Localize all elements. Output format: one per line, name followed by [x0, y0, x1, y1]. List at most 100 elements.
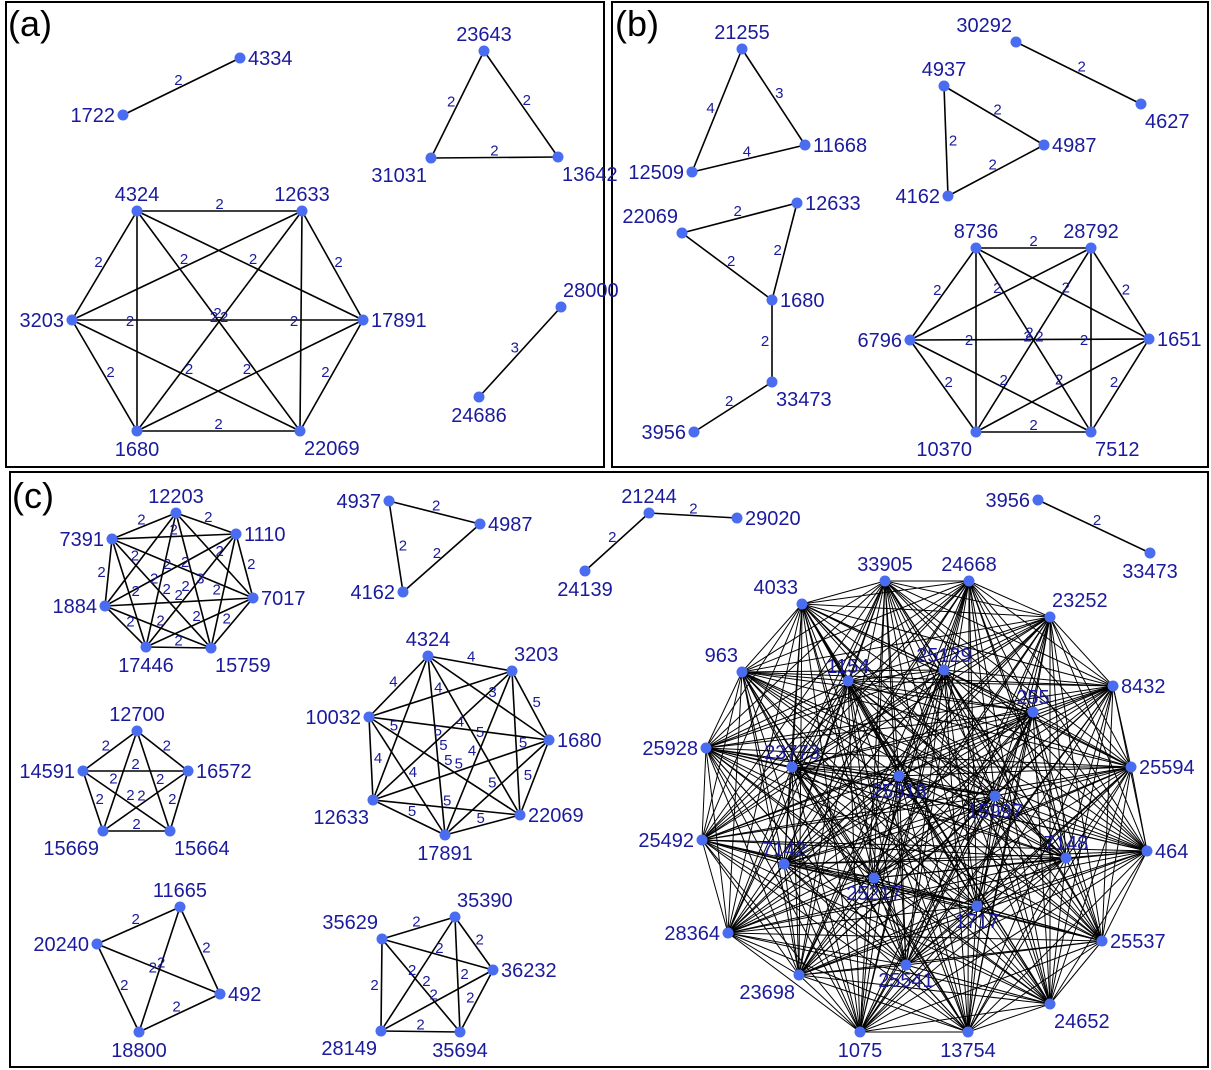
- node-c-12633: [367, 794, 379, 806]
- node-label-c-15759: 15759: [215, 655, 271, 677]
- node-label-c-23773: 23773: [764, 742, 820, 764]
- edge-c-25594-963: [741, 671, 1132, 768]
- edge-c-1717-7142: [783, 863, 978, 907]
- edge-c-4033-25492: [701, 603, 803, 841]
- edge-c-28364-15997: [727, 795, 996, 934]
- node-label-c-4987: 4987: [488, 514, 533, 536]
- edge-weight-label: 2: [429, 986, 437, 1003]
- edge-weight-label: 2: [220, 309, 228, 326]
- node-label-c-7391: 7391: [60, 529, 105, 551]
- edge-a-12633-1680: [136, 210, 303, 432]
- edge-c-12700-15664: [136, 730, 171, 832]
- edge-c-28364-25217: [727, 877, 875, 934]
- edge-c-17891-10032: [368, 716, 446, 836]
- edge-c-464-24652: [1049, 850, 1148, 1005]
- edge-c-25492-23773: [701, 766, 793, 841]
- edge-c-25492-25928: [701, 747, 707, 841]
- edge-c-25537-1154: [847, 680, 1103, 942]
- edge-weight-label: 2: [174, 633, 182, 650]
- edge-weight-label: 2: [1029, 417, 1037, 434]
- node-label-a-4334: 4334: [248, 48, 293, 70]
- edge-weight-label: 2: [131, 756, 139, 773]
- node-b-4987: [1038, 139, 1050, 151]
- node-c-23252: [1044, 611, 1056, 623]
- edge-c-12700-16572: [136, 730, 189, 772]
- panel-label-b: (b): [615, 3, 659, 44]
- node-c-25129: [938, 664, 950, 676]
- node-label-c-1154: 1154: [826, 656, 869, 678]
- edge-a-1722-4334: [122, 57, 241, 116]
- edge-c-1075-15997: [859, 795, 996, 1033]
- edge-c-25594-25492: [701, 766, 1132, 841]
- edge-b-33473-3956: [693, 381, 773, 433]
- edge-c-22069-12633: [372, 799, 521, 816]
- edge-weight-label: 5: [532, 694, 540, 711]
- node-c-12700: [131, 725, 143, 737]
- edge-c-1717-25318: [898, 775, 978, 907]
- edge-weight-label: 2: [170, 522, 178, 539]
- edge-weight-label: 3: [196, 571, 204, 588]
- node-a-4334: [234, 52, 246, 64]
- edge-a-17891-22069: [299, 319, 364, 432]
- edge-c-25492-25129: [701, 669, 945, 841]
- edge-weight-label: 2: [999, 372, 1007, 389]
- edge-weight-label: 4: [389, 674, 397, 691]
- node-label-b-1651: 1651: [1157, 329, 1202, 351]
- edge-weight-label: 2: [213, 305, 221, 322]
- edge-b-22069-12633: [681, 202, 798, 234]
- edge-c-33905-255: [884, 580, 1034, 713]
- edge-c-255-1717: [976, 711, 1034, 907]
- node-c-15759: [205, 642, 217, 654]
- node-label-c-3956: 3956: [986, 490, 1031, 512]
- edge-b-1651-7512: [1090, 338, 1150, 433]
- edge-c-464-13754: [967, 850, 1148, 1033]
- edge-a-4324-17891: [136, 210, 364, 321]
- edge-c-24652-7142: [783, 863, 1051, 1005]
- edge-c-33905-25594: [884, 580, 1132, 768]
- edge-c-23252-25541: [905, 616, 1051, 966]
- edge-c-25928-23773: [705, 747, 793, 768]
- edge-c-17891-12633: [372, 799, 446, 836]
- edge-c-963-23773: [741, 671, 793, 768]
- edge-c-23698-7142: [783, 863, 800, 976]
- edge-c-25492-1154: [701, 680, 849, 841]
- edge-c-963-25541: [741, 671, 907, 966]
- node-c-4324: [422, 650, 434, 662]
- node-label-a-3203: 3203: [20, 310, 65, 332]
- edge-weight-label: 3: [511, 339, 519, 356]
- node-b-12509: [686, 166, 698, 178]
- node-label-c-29020: 29020: [745, 508, 801, 530]
- edge-a-4324-3203: [71, 210, 138, 321]
- node-label-a-22069: 22069: [304, 438, 360, 460]
- edge-c-25129-25318: [898, 669, 945, 777]
- edge-c-7142-25217: [783, 863, 875, 879]
- edge-c-25594-255: [1032, 711, 1132, 768]
- edge-c-25492-963: [701, 671, 743, 841]
- node-label-c-22069: 22069: [528, 805, 584, 827]
- edge-c-12203-7391: [111, 512, 177, 540]
- edge-c-464-25537: [1101, 850, 1148, 942]
- edge-c-464-15997: [994, 795, 1148, 852]
- edge-c-25129-15997: [943, 669, 996, 797]
- edge-c-28364-1717: [727, 905, 978, 934]
- edge-c-25594-25541: [905, 766, 1132, 966]
- node-label-c-23252: 23252: [1052, 590, 1108, 612]
- edge-c-464-25492: [701, 839, 1148, 852]
- node-a-28000: [555, 301, 567, 313]
- edge-b-4162-4987: [947, 144, 1045, 197]
- edge-weight-label: 2: [321, 364, 329, 381]
- node-label-b-28792: 28792: [1063, 221, 1119, 243]
- node-a-23643: [478, 45, 490, 57]
- node-label-a-23643: 23643: [456, 24, 512, 46]
- edge-b-22069-1680: [681, 232, 773, 301]
- edge-b-4937-4987: [943, 85, 1045, 146]
- edge-c-25928-1154: [705, 680, 849, 749]
- edge-c-25594-25318: [898, 766, 1132, 777]
- node-c-3203: [506, 665, 518, 677]
- edge-c-23773-25217: [791, 766, 875, 879]
- node-b-4627: [1135, 98, 1147, 110]
- node-c-1884: [99, 600, 111, 612]
- node-label-c-11665: 11665: [153, 880, 207, 902]
- edge-c-24668-25217: [873, 580, 970, 879]
- edge-c-8432-25129: [943, 669, 1114, 687]
